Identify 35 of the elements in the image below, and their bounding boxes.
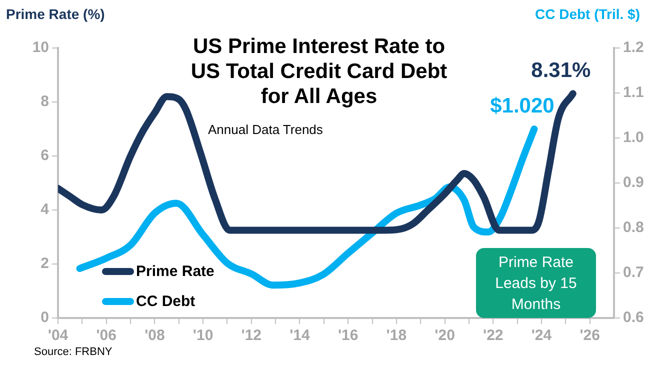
y2-tick-label: 0.9: [623, 174, 644, 192]
legend-label: Prime Rate: [136, 262, 214, 280]
y-tick-label: 8: [40, 93, 49, 110]
y-tick-label: 0: [40, 309, 49, 326]
source-note: Source: FRBNY: [34, 346, 112, 358]
y2-tick-label: 0.7: [623, 264, 644, 282]
y2-tick-label: 1.0: [623, 129, 644, 146]
y-axis-title: Prime Rate (%): [6, 6, 105, 22]
data-label: $1.020: [490, 94, 554, 118]
y2-tick-label: 0.6: [623, 309, 644, 326]
x-tick-label: '16: [338, 327, 358, 344]
y2-axis-title: CC Debt (Tril. $): [534, 6, 640, 22]
x-tick-label: '20: [434, 327, 455, 344]
x-tick-label: '10: [192, 327, 214, 344]
y-tick-label: 2: [40, 255, 49, 272]
text: Annual Data Trends: [208, 122, 323, 137]
x-tick-label: '08: [144, 327, 165, 344]
annotation: Prime Rate Leads by 15 Months: [476, 248, 596, 318]
legend-label: CC Debt: [136, 292, 196, 310]
x-tick-label: '04: [48, 327, 69, 344]
y-tick-label: 10: [32, 39, 49, 56]
y2-tick-label: 1.2: [623, 39, 644, 56]
x-tick-label: '12: [241, 327, 262, 344]
data-label: 8.31%: [531, 58, 592, 82]
y2-tick-label: 1.1: [623, 84, 644, 102]
x-tick-label: '24: [531, 327, 552, 344]
y2-tick-label: 0.8: [623, 219, 644, 236]
y-tick-label: 4: [40, 201, 50, 218]
y-tick-label: 6: [40, 147, 49, 164]
x-tick-label: '22: [483, 327, 504, 344]
x-tick-label: '06: [96, 327, 116, 344]
x-tick-label: '26: [580, 327, 600, 344]
x-tick-label: '14: [290, 327, 311, 344]
text: US Prime Interest Rate to US Total Credit Card Debt for All Ages: [190, 34, 448, 109]
x-tick-label: '18: [386, 327, 407, 344]
